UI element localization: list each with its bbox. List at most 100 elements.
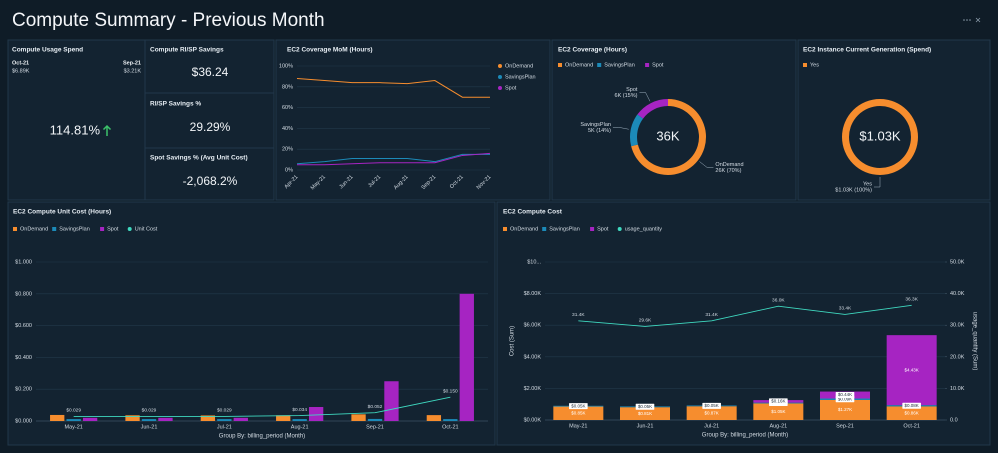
legend-marker [498,64,502,68]
x-tick-label: May-21 [569,423,587,429]
bar [141,419,157,421]
bar-value-label: $0.08K [905,403,919,408]
line-value-label: 31.4K [572,312,585,318]
bar [217,419,232,421]
line-series [296,77,490,98]
kpi-period-value: $3.21K [124,68,142,74]
bar-value-label: $1.05K [771,409,785,414]
y-tick-label: 80% [282,84,293,90]
label-box [702,402,721,409]
y-tick-label: $0.600 [15,323,32,329]
legend-label: SavingsPlan [549,226,580,232]
y-tick-label: 60% [282,105,293,111]
bar-value-label: $0.44K [838,392,852,397]
bar [459,293,474,421]
leader-line [639,92,651,102]
bar-value-label: $0.81K [638,411,652,416]
donut-center: $1.03K [859,128,901,143]
bar [233,417,248,421]
slice-name: OnDemand [715,162,743,168]
legend-marker [503,227,507,231]
y-tick-label: $0.00K [524,417,542,423]
y2-tick-label: 40.0K [950,291,965,297]
legend-label: SavingsPlan [505,74,536,80]
x-tick-label: Jun-21 [141,424,158,430]
legend-marker [542,227,547,231]
bar-value-label: $0.05K [571,403,585,408]
y-tick-label: 40% [282,126,293,132]
y2-tick-label: 10.0K [950,386,965,392]
kpi-title: Compute RI/SP Savings [150,47,224,54]
line-value-label: $0.034 [292,407,307,413]
bar [292,419,307,421]
dot [963,19,965,21]
y2-tick-label: 20.0K [950,354,965,360]
bar [82,417,98,421]
legend-label: Spot [597,226,609,232]
panel [144,39,275,94]
label-box [835,392,855,399]
dot [969,19,971,21]
kpi-title: Spot Savings % (Avg Unit Cost) [150,155,248,162]
dashboard-title: Compute Summary - Previous Month [12,10,325,31]
legend-marker [127,227,132,231]
x-tick-label: Sep-21 [366,424,384,430]
close-icon[interactable] [975,17,981,23]
slice-name: Spot [626,87,638,93]
bar [50,414,65,421]
line-value-label: $0.150 [443,388,458,394]
line-value-label: $0.052 [368,404,383,410]
kpi-change: 114.81% [50,122,101,137]
legend-label: Spot [505,85,517,91]
legend-marker [617,227,622,231]
y-tick-label: $2.00K [524,386,542,392]
menu-icon[interactable] [963,19,971,21]
bar [200,415,216,421]
x-tick-label: Oct-21 [442,424,459,430]
bar [351,414,366,421]
legend-marker [597,63,602,67]
bar-value-label: $0.05K [705,403,719,408]
y-tick-label: 20% [282,147,293,153]
arrow-head [102,124,112,131]
kpi-value: $36.24 [192,65,229,79]
x-tick-label: Jul-21 [704,423,719,429]
x-tick-label: Jul-21 [217,424,232,430]
bar [820,399,870,420]
y2-axis-title: usage_quantity (Sum) [971,312,977,371]
y2-tick-label: 0.0 [950,417,958,423]
y-tick-label: $0.000 [15,418,32,424]
chart-title: EC2 Compute Cost [503,209,563,216]
x-tick-label: Aug-21 [769,423,787,429]
y-tick-label: $0.400 [15,355,32,361]
bar-value-label: $4.43K [905,367,919,372]
line-value-label: 33.4K [839,306,852,312]
kpi-title: Compute Usage Spend [12,47,83,54]
bar-value-label: $1.27K [838,407,852,412]
legend-label: Yes [810,62,819,68]
slice-name: Yes [863,181,872,187]
bar [426,415,442,421]
bar-value-label: $0.85K [571,410,585,415]
y-axis-title: Cost (Sum) [510,326,516,356]
bar [158,417,173,421]
x-tick-label: May-21 [64,424,82,430]
dot [966,19,968,21]
label-box [635,403,655,410]
legend-marker [590,227,595,231]
donut-slice [629,114,644,147]
line-value-label: 31.4K [705,312,718,318]
bar [308,407,324,421]
label-box [902,402,921,409]
bar [125,415,140,421]
label-box [769,398,788,405]
kpi-period: Oct-21 [12,60,29,66]
line-value-label: 36.3K [905,297,918,303]
bar [367,418,383,421]
legend-marker [558,63,562,67]
legend-marker [498,75,502,79]
bar [886,406,937,420]
legend-label: OnDemand [565,62,593,68]
y-tick-label: $0.800 [15,291,32,297]
